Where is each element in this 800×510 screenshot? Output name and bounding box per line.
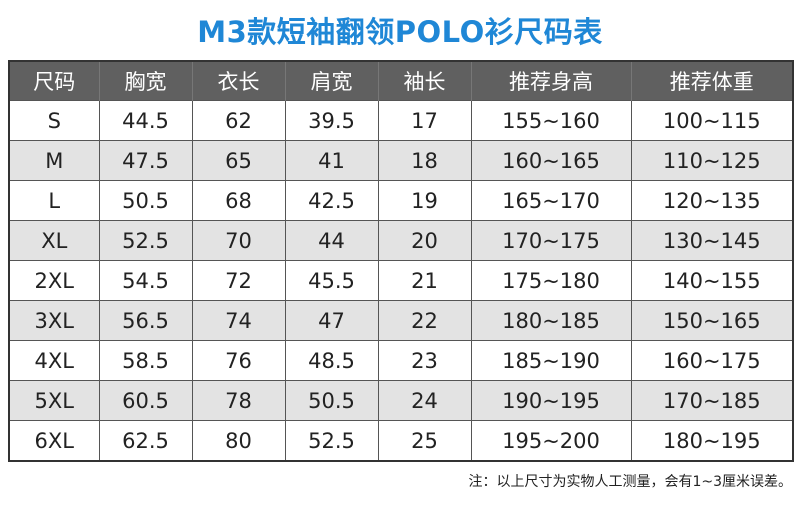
size-cell: 2XL bbox=[9, 260, 99, 301]
table-cell: 45.5 bbox=[284, 260, 378, 301]
table-cell: 21 bbox=[377, 260, 471, 301]
table-row: S 44.5 62 39.5 17 155~160 100~115 bbox=[9, 100, 793, 141]
size-cell: 6XL bbox=[9, 420, 99, 461]
table-cell: 180~185 bbox=[470, 300, 631, 341]
table-cell: 52.5 bbox=[284, 420, 378, 461]
table-row: 3XL 56.5 74 47 22 180~185 150~165 bbox=[9, 300, 793, 341]
size-cell: 5XL bbox=[9, 380, 99, 421]
table-cell: 70 bbox=[191, 220, 285, 261]
table-cell: 58.5 bbox=[98, 340, 192, 381]
table-cell: 140~155 bbox=[630, 260, 793, 301]
size-chart-table: 尺码 胸宽 衣长 肩宽 袖长 推荐身高 推荐体重 S 44.5 62 39.5 17 155~160 1… bbox=[8, 60, 794, 462]
table-cell: 19 bbox=[377, 180, 471, 221]
table-cell: 130~145 bbox=[630, 220, 793, 261]
table-cell: 74 bbox=[191, 300, 285, 341]
table-cell: 195~200 bbox=[470, 420, 631, 461]
table-cell: 62.5 bbox=[98, 420, 192, 461]
table-cell: 50.5 bbox=[98, 180, 192, 221]
table-body: S 44.5 62 39.5 17 155~160 100~115 M 47.5 65 41 18 16… bbox=[9, 100, 793, 461]
table-cell: 23 bbox=[377, 340, 471, 381]
size-cell: L bbox=[9, 180, 99, 221]
table-header-row: 尺码 胸宽 衣长 肩宽 袖长 推荐身高 推荐体重 bbox=[9, 61, 793, 101]
size-cell: 3XL bbox=[9, 300, 99, 341]
table-row: M 47.5 65 41 18 160~165 110~125 bbox=[9, 140, 793, 181]
table-row: 4XL 58.5 76 48.5 23 185~190 160~175 bbox=[9, 340, 793, 381]
table-row: XL 52.5 70 44 20 170~175 130~145 bbox=[9, 220, 793, 261]
table-cell: 56.5 bbox=[98, 300, 192, 341]
size-cell: M bbox=[9, 140, 99, 181]
table-cell: 190~195 bbox=[470, 380, 631, 421]
table-cell: 76 bbox=[191, 340, 285, 381]
table-cell: 47.5 bbox=[98, 140, 192, 181]
table-cell: 50.5 bbox=[284, 380, 378, 421]
table-cell: 20 bbox=[377, 220, 471, 261]
table-cell: 54.5 bbox=[98, 260, 192, 301]
size-cell: S bbox=[9, 100, 99, 141]
table-cell: 24 bbox=[377, 380, 471, 421]
table-row: 5XL 60.5 78 50.5 24 190~195 170~185 bbox=[9, 380, 793, 421]
table-cell: 165~170 bbox=[470, 180, 631, 221]
table-cell: 170~175 bbox=[470, 220, 631, 261]
table-cell: 62 bbox=[191, 100, 285, 141]
column-header: 胸宽 bbox=[98, 61, 192, 101]
column-header: 肩宽 bbox=[284, 61, 378, 101]
table-cell: 185~190 bbox=[470, 340, 631, 381]
size-cell: 4XL bbox=[9, 340, 99, 381]
measurement-note: 注：以上尺寸为实物人工测量，会有1~3厘米误差。 bbox=[468, 474, 792, 490]
table-cell: 78 bbox=[191, 380, 285, 421]
table-row: 2XL 54.5 72 45.5 21 175~180 140~155 bbox=[9, 260, 793, 301]
column-header: 推荐身高 bbox=[470, 61, 631, 101]
size-cell: XL bbox=[9, 220, 99, 261]
table-cell: 22 bbox=[377, 300, 471, 341]
table-cell: 25 bbox=[377, 420, 471, 461]
table-cell: 44 bbox=[284, 220, 378, 261]
table-cell: 65 bbox=[191, 140, 285, 181]
table-cell: 52.5 bbox=[98, 220, 192, 261]
table-cell: 80 bbox=[191, 420, 285, 461]
table-cell: 110~125 bbox=[630, 140, 793, 181]
table-cell: 18 bbox=[377, 140, 471, 181]
table-cell: 170~185 bbox=[630, 380, 793, 421]
table-cell: 175~180 bbox=[470, 260, 631, 301]
table-cell: 39.5 bbox=[284, 100, 378, 141]
page-title: M3款短袖翻领POLO衫尺码表 bbox=[197, 15, 603, 49]
column-header: 袖长 bbox=[377, 61, 471, 101]
table-cell: 48.5 bbox=[284, 340, 378, 381]
table-cell: 47 bbox=[284, 300, 378, 341]
column-header: 尺码 bbox=[9, 61, 99, 101]
column-header: 衣长 bbox=[191, 61, 285, 101]
table-cell: 60.5 bbox=[98, 380, 192, 421]
table-row: 6XL 62.5 80 52.5 25 195~200 180~195 bbox=[9, 420, 793, 461]
table-cell: 120~135 bbox=[630, 180, 793, 221]
table-cell: 100~115 bbox=[630, 100, 793, 141]
table-cell: 17 bbox=[377, 100, 471, 141]
table-row: L 50.5 68 42.5 19 165~170 120~135 bbox=[9, 180, 793, 221]
table-cell: 180~195 bbox=[630, 420, 793, 461]
table-cell: 155~160 bbox=[470, 100, 631, 141]
table-cell: 72 bbox=[191, 260, 285, 301]
table-cell: 41 bbox=[284, 140, 378, 181]
table-cell: 44.5 bbox=[98, 100, 192, 141]
table-cell: 160~175 bbox=[630, 340, 793, 381]
column-header: 推荐体重 bbox=[630, 61, 793, 101]
table-cell: 42.5 bbox=[284, 180, 378, 221]
table-cell: 160~165 bbox=[470, 140, 631, 181]
table-cell: 68 bbox=[191, 180, 285, 221]
table-cell: 150~165 bbox=[630, 300, 793, 341]
